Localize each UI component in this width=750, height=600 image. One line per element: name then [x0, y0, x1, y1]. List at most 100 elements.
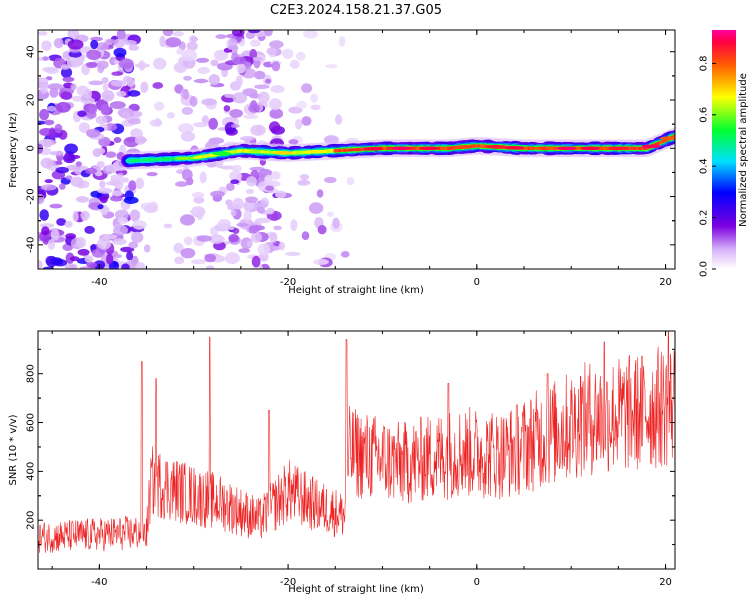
spectrogram-noise-blob	[255, 202, 267, 209]
spectrogram-noise-blob	[109, 101, 126, 110]
spectrogram-noise-blob	[308, 202, 324, 214]
spectrogram-noise-blob	[132, 220, 147, 230]
spectrogram-peak-spot	[660, 136, 675, 140]
spectrogram-noise-blob	[84, 88, 92, 99]
spectrogram-noise-blob	[326, 211, 335, 217]
spectrogram-noise-blob	[269, 121, 281, 133]
spectrogram-noise-blob	[49, 87, 59, 98]
snr-ytick-label: 200	[26, 511, 37, 530]
spectrogram-noise-blob	[38, 193, 45, 205]
spectrogram-noise-blob	[47, 105, 57, 112]
spectrogram-noise-blob	[148, 201, 158, 212]
spectrogram-noise-blob	[68, 50, 82, 58]
spectrogram-noise-blob	[99, 180, 106, 189]
spectrogram-ytick-label: 0	[26, 145, 37, 151]
spectrogram-noise-blob	[64, 220, 73, 228]
spectrogram-noise-blob	[38, 78, 49, 83]
spectrogram-noise-blob	[288, 106, 303, 114]
spectrogram-noise-blob	[196, 235, 212, 242]
spectrogram-noise-blob	[47, 83, 63, 90]
figure-title: C2E3.2024.158.21.37.G05	[270, 3, 442, 18]
snr-ytick-label: 800	[26, 364, 37, 383]
spectrogram-noise-blob	[210, 190, 225, 198]
spectrogram-noise-blob	[236, 63, 246, 74]
spectrogram-noise-blob	[76, 237, 86, 248]
spectrogram-noise-blob	[273, 225, 282, 231]
spectrogram-noise-blob	[226, 182, 235, 192]
spectrogram-noise-blob	[178, 123, 194, 134]
spectrogram-noise-blob	[53, 38, 64, 49]
spectrogram-noise-blob	[105, 151, 117, 158]
spectrogram-peak-spot	[641, 144, 662, 149]
spectrogram-noise-blob	[266, 47, 278, 55]
spectrogram-noise-blob	[78, 122, 90, 133]
spectrogram-noise-blob	[180, 131, 196, 142]
spectrogram-ytick-label: -40	[26, 237, 37, 253]
spectrogram-noise-blob	[97, 204, 104, 210]
spectrogram-noise-blob	[176, 48, 184, 55]
spectrogram-noise-blob	[250, 232, 262, 243]
spectrogram-noise-blob	[268, 98, 282, 111]
spectrogram-noise-blob	[264, 30, 273, 37]
spectrogram-noise-blob	[232, 92, 248, 104]
spectrogram-noise-blob	[271, 171, 281, 180]
spectrogram-noise-blob	[197, 66, 210, 75]
spectrogram-noise-blob	[227, 225, 235, 231]
snr-xtick-label: 20	[659, 577, 672, 588]
spectrogram-noise-blob	[296, 101, 308, 109]
spectrogram-noise-blob	[123, 40, 137, 46]
spectrogram-noise-blob	[86, 49, 102, 60]
spectrogram-xtick-label: -20	[280, 277, 296, 288]
spectrogram-noise-blob	[159, 35, 166, 48]
spectrogram-noise-blob	[49, 151, 64, 156]
spectrogram-noise-blob	[240, 136, 256, 142]
spectrogram-noise-blob	[217, 219, 231, 228]
spectrogram-noise-blob	[77, 248, 90, 256]
spectrogram-noise-blob	[301, 83, 313, 93]
spectrogram-noise-blob	[208, 74, 220, 86]
spectrogram-noise-blob	[88, 103, 98, 115]
spectrogram-noise-blob	[316, 189, 324, 198]
spectrogram-noise-blob	[299, 174, 310, 180]
snr-series-line	[38, 331, 675, 553]
spectrogram-peak-spot	[273, 151, 294, 155]
spectrogram-noise-blob	[95, 42, 109, 51]
spectrogram-noise-blob	[101, 90, 115, 102]
spectrogram-noise-blob	[103, 139, 110, 145]
snr-xtick-label: -40	[91, 577, 107, 588]
spectrogram-noise-blob	[84, 255, 94, 263]
spectrogram-noise-blob	[50, 228, 60, 241]
spectrogram-noise-blob	[86, 128, 101, 138]
spectrogram-noise-blob	[271, 61, 281, 72]
spectrogram-noise-blob	[113, 225, 128, 236]
spectrogram-noise-blob	[152, 57, 167, 70]
spectrogram-noise-blob	[180, 88, 189, 100]
spectrogram-noise-blob	[215, 34, 227, 39]
spectrogram-noise-blob	[251, 255, 261, 268]
spectrogram-noise-blob	[105, 181, 121, 186]
spectrogram-noise-blob	[38, 31, 48, 36]
spectrogram-noise-blob	[192, 192, 205, 198]
spectrogram-noise-blob	[297, 179, 311, 186]
spectrogram-noise-blob	[195, 57, 210, 63]
spectrogram-peak-spot	[212, 151, 232, 156]
spectrogram-noise-blob	[70, 176, 84, 188]
spectrogram-noise-blob	[325, 64, 338, 69]
spectrogram-noise-blob	[110, 174, 124, 182]
spectrogram-noise-blob	[199, 171, 207, 184]
spectrogram-noise-blob	[190, 36, 198, 42]
spectrogram-noise-blob	[102, 234, 118, 240]
spectrogram-xtick-label: 20	[659, 277, 672, 288]
spectrogram-ylabel: Frequency (Hz)	[8, 112, 19, 188]
spectrogram-heatmap	[38, 30, 675, 269]
spectrogram-noise-blob	[310, 93, 318, 103]
spectrogram-noise-blob	[180, 214, 195, 226]
spectrogram-noise-blob	[290, 219, 298, 232]
spectrogram-noise-blob	[248, 104, 260, 113]
spectrogram-noise-blob	[340, 251, 350, 258]
spectrogram-noise-blob	[107, 39, 117, 44]
spectrogram-noise-blob	[112, 238, 127, 246]
spectrogram-noise-blob	[165, 37, 182, 48]
spectrogram-noise-blob	[181, 49, 198, 62]
